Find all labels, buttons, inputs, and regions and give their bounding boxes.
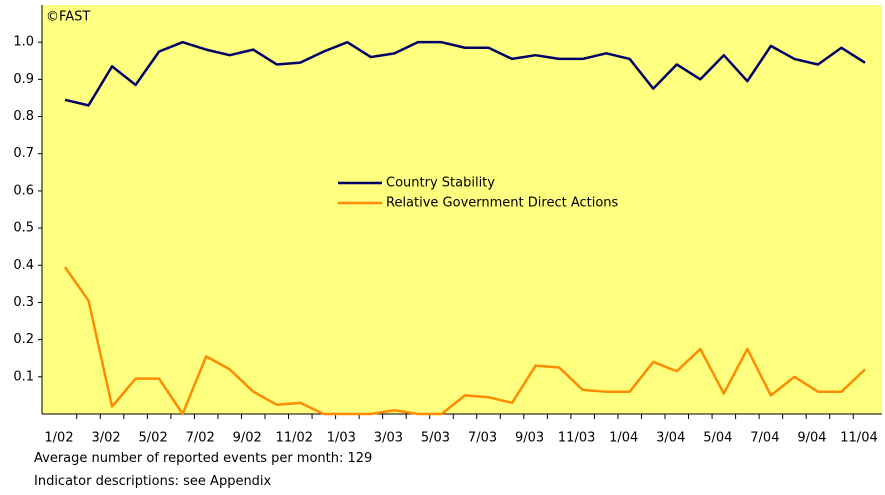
series-line: [63, 266, 866, 416]
source-label: ©FAST: [46, 10, 90, 25]
series-line: [64, 40, 866, 107]
x-tick-label: 1/04: [609, 431, 638, 446]
note: Indicator descriptions: see Appendix: [34, 474, 272, 489]
plot-area: [42, 5, 882, 414]
y-tick-label: 0.7: [13, 146, 34, 161]
y-tick-label: 0.8: [13, 109, 34, 124]
x-tick-label: 7/03: [468, 431, 497, 446]
y-tick-label: 1.0: [13, 35, 34, 50]
x-tick-label: 5/02: [139, 431, 168, 446]
y-tick-label: 0.4: [13, 258, 34, 273]
x-tick-label: 11/04: [840, 431, 877, 446]
x-tick-label: 1/03: [327, 431, 356, 446]
legend-label: Country Stability: [386, 176, 495, 191]
y-tick-label: 0.2: [13, 332, 34, 347]
x-tick-label: 3/02: [91, 431, 120, 446]
y-tick-label: 0.5: [13, 221, 34, 236]
x-tick-label: 5/03: [421, 431, 450, 446]
x-tick-label: 3/03: [374, 431, 403, 446]
y-tick-label: 0.6: [13, 183, 34, 198]
x-tick-label: 11/03: [558, 431, 595, 446]
y-tick-label: 0.9: [13, 72, 34, 87]
chart: ©FAST 0.1 0.2 0.3 0.4 0.5 0.6 0.7 0.8 0.9 1.0 1/02…: [13, 5, 882, 446]
x-tick-label: 11/02: [276, 431, 313, 446]
x-tick-label: 5/04: [703, 431, 732, 446]
x-tick-label: 7/04: [750, 431, 779, 446]
y-tick-label: 0.1: [13, 369, 34, 384]
legend-label: Relative Government Direct Actions: [386, 196, 619, 211]
note: Average number of reported events per mo…: [34, 451, 373, 466]
x-tick-label: 7/02: [186, 431, 215, 446]
x-tick-label: 3/04: [656, 431, 685, 446]
x-tick-label: 9/03: [515, 431, 544, 446]
x-tick-label: 9/04: [797, 431, 826, 446]
x-tick-label: 1/02: [44, 431, 73, 446]
y-tick-label: 0.3: [13, 295, 34, 310]
x-tick-label: 9/02: [233, 431, 262, 446]
